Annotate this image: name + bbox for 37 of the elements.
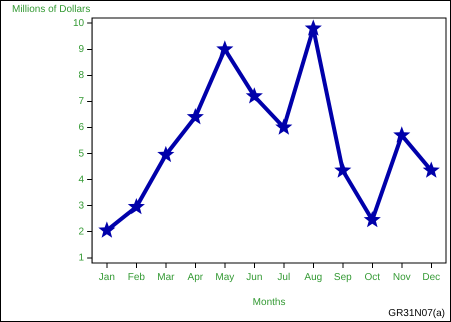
x-axis-title: Months [252,296,286,308]
point [304,19,322,36]
y-tick-label: 2 [78,226,85,238]
x-tick-label: Jul [277,272,290,283]
point [246,87,263,104]
x-tick-label: Feb [128,272,146,283]
x-tick-label: Mar [157,272,176,283]
y-tick-label: 4 [78,174,85,186]
y-tick-label: 8 [78,70,85,82]
x-tick-label: Dec [422,272,440,283]
point [157,146,174,162]
point [334,161,352,178]
point [275,118,292,135]
y-tick-label: 3 [78,200,85,212]
x-tick-label: Nov [392,272,411,283]
y-tick-label: 5 [78,148,85,160]
point [128,198,145,214]
y-tick-label: 1 [78,252,85,264]
y-tick-label: 9 [78,44,85,56]
x-tick-label: Aug [304,272,322,283]
point [98,221,116,238]
point [216,40,234,57]
y-tick-label: 6 [78,122,85,134]
x-tick-label: Oct [364,272,380,283]
point [186,108,204,124]
point [422,161,440,178]
x-tick-label: Apr [188,272,204,283]
y-axis-title: Millions of Dollars [12,4,90,15]
x-tick-label: Jan [98,272,115,283]
x-tick-label: Jun [246,272,262,283]
point [393,126,410,143]
y-tick-label: 7 [78,96,85,108]
y-tick-label: 10 [73,18,85,29]
x-tick-label: Sep [334,272,352,283]
text: GR31N07(a) [388,308,445,319]
point [364,210,381,228]
x-tick-label: May [215,272,234,283]
